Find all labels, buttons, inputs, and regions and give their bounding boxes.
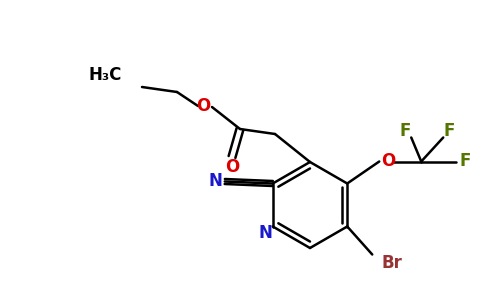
- Text: O: O: [225, 158, 239, 176]
- Text: F: F: [443, 122, 455, 140]
- Text: Br: Br: [382, 254, 403, 272]
- Text: H₃C: H₃C: [89, 66, 122, 84]
- Text: N: N: [259, 224, 272, 242]
- Text: F: F: [459, 152, 471, 170]
- Text: N: N: [209, 172, 223, 190]
- Text: F: F: [400, 122, 411, 140]
- Text: O: O: [196, 97, 210, 115]
- Text: O: O: [381, 152, 395, 170]
